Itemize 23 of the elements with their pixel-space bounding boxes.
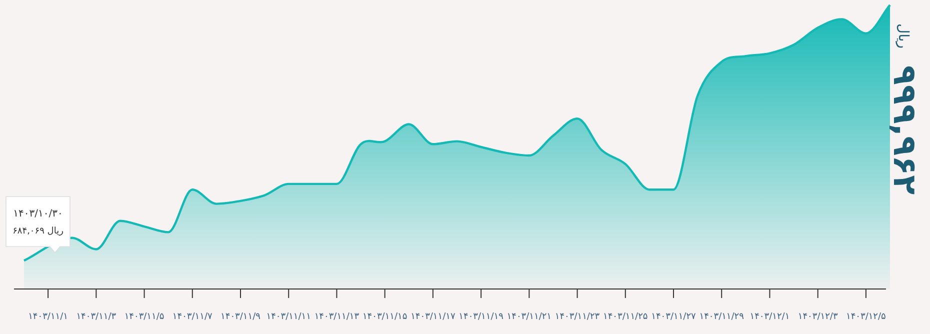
x-tick-label: ۱۴۰۳/۱۱/۱۵ <box>362 312 408 322</box>
x-tick-label: ۱۴۰۳/۱۱/۱۷ <box>410 312 456 322</box>
annotation: ۱۴۰۳/۱۰/۳۰ <box>13 208 63 220</box>
x-tick-label: ۱۴۰۳/۱۱/۱۱ <box>266 312 311 322</box>
x-tick-label: ۱۴۰۳/۱۱/۳ <box>76 312 116 322</box>
text: ریال <box>895 23 911 49</box>
annotation: ریال ۶۸۴,۰۶۹ <box>12 226 64 237</box>
x-tick-label: ۱۴۰۳/۱۱/۱۳ <box>314 312 360 322</box>
x-tick-label: ۱۴۰۳/۱۱/۲۳ <box>554 312 600 322</box>
text: ۹۹۹,۹۶۲ <box>886 65 924 196</box>
x-tick-label: ۱۴۰۳/۱۱/۲۵ <box>603 312 648 322</box>
x-tick-label: ۱۴۰۳/۱۲/۵ <box>846 312 886 322</box>
x-tick-label: ۱۴۰۳/۱۱/۱ <box>28 312 68 322</box>
tooltip: ۱۴۰۳/۱۰/۳۰ ریال ۶۸۴,۰۶۹ <box>6 196 70 254</box>
x-tick-label: ۱۴۰۳/۱۱/۱۹ <box>458 312 504 322</box>
x-tick-label: ۱۴۰۳/۱۱/۲۷ <box>651 312 696 322</box>
x-tick-label: ۱۴۰۳/۱۱/۷ <box>172 312 213 322</box>
x-tick-label: ۱۴۰۳/۱۲/۳ <box>798 312 838 322</box>
x-tick-label: ۱۴۰۳/۱۲/۱ <box>750 312 790 322</box>
x-tick-label: ۱۴۰۳/۱۱/۲۹ <box>699 312 744 322</box>
x-tick-label: ۱۴۰۳/۱۱/۲۱ <box>506 312 552 322</box>
x-tick-label: ۱۴۰۳/۱۱/۵ <box>124 312 164 322</box>
x-tick-label: ۱۴۰۳/۱۱/۹ <box>220 312 261 322</box>
